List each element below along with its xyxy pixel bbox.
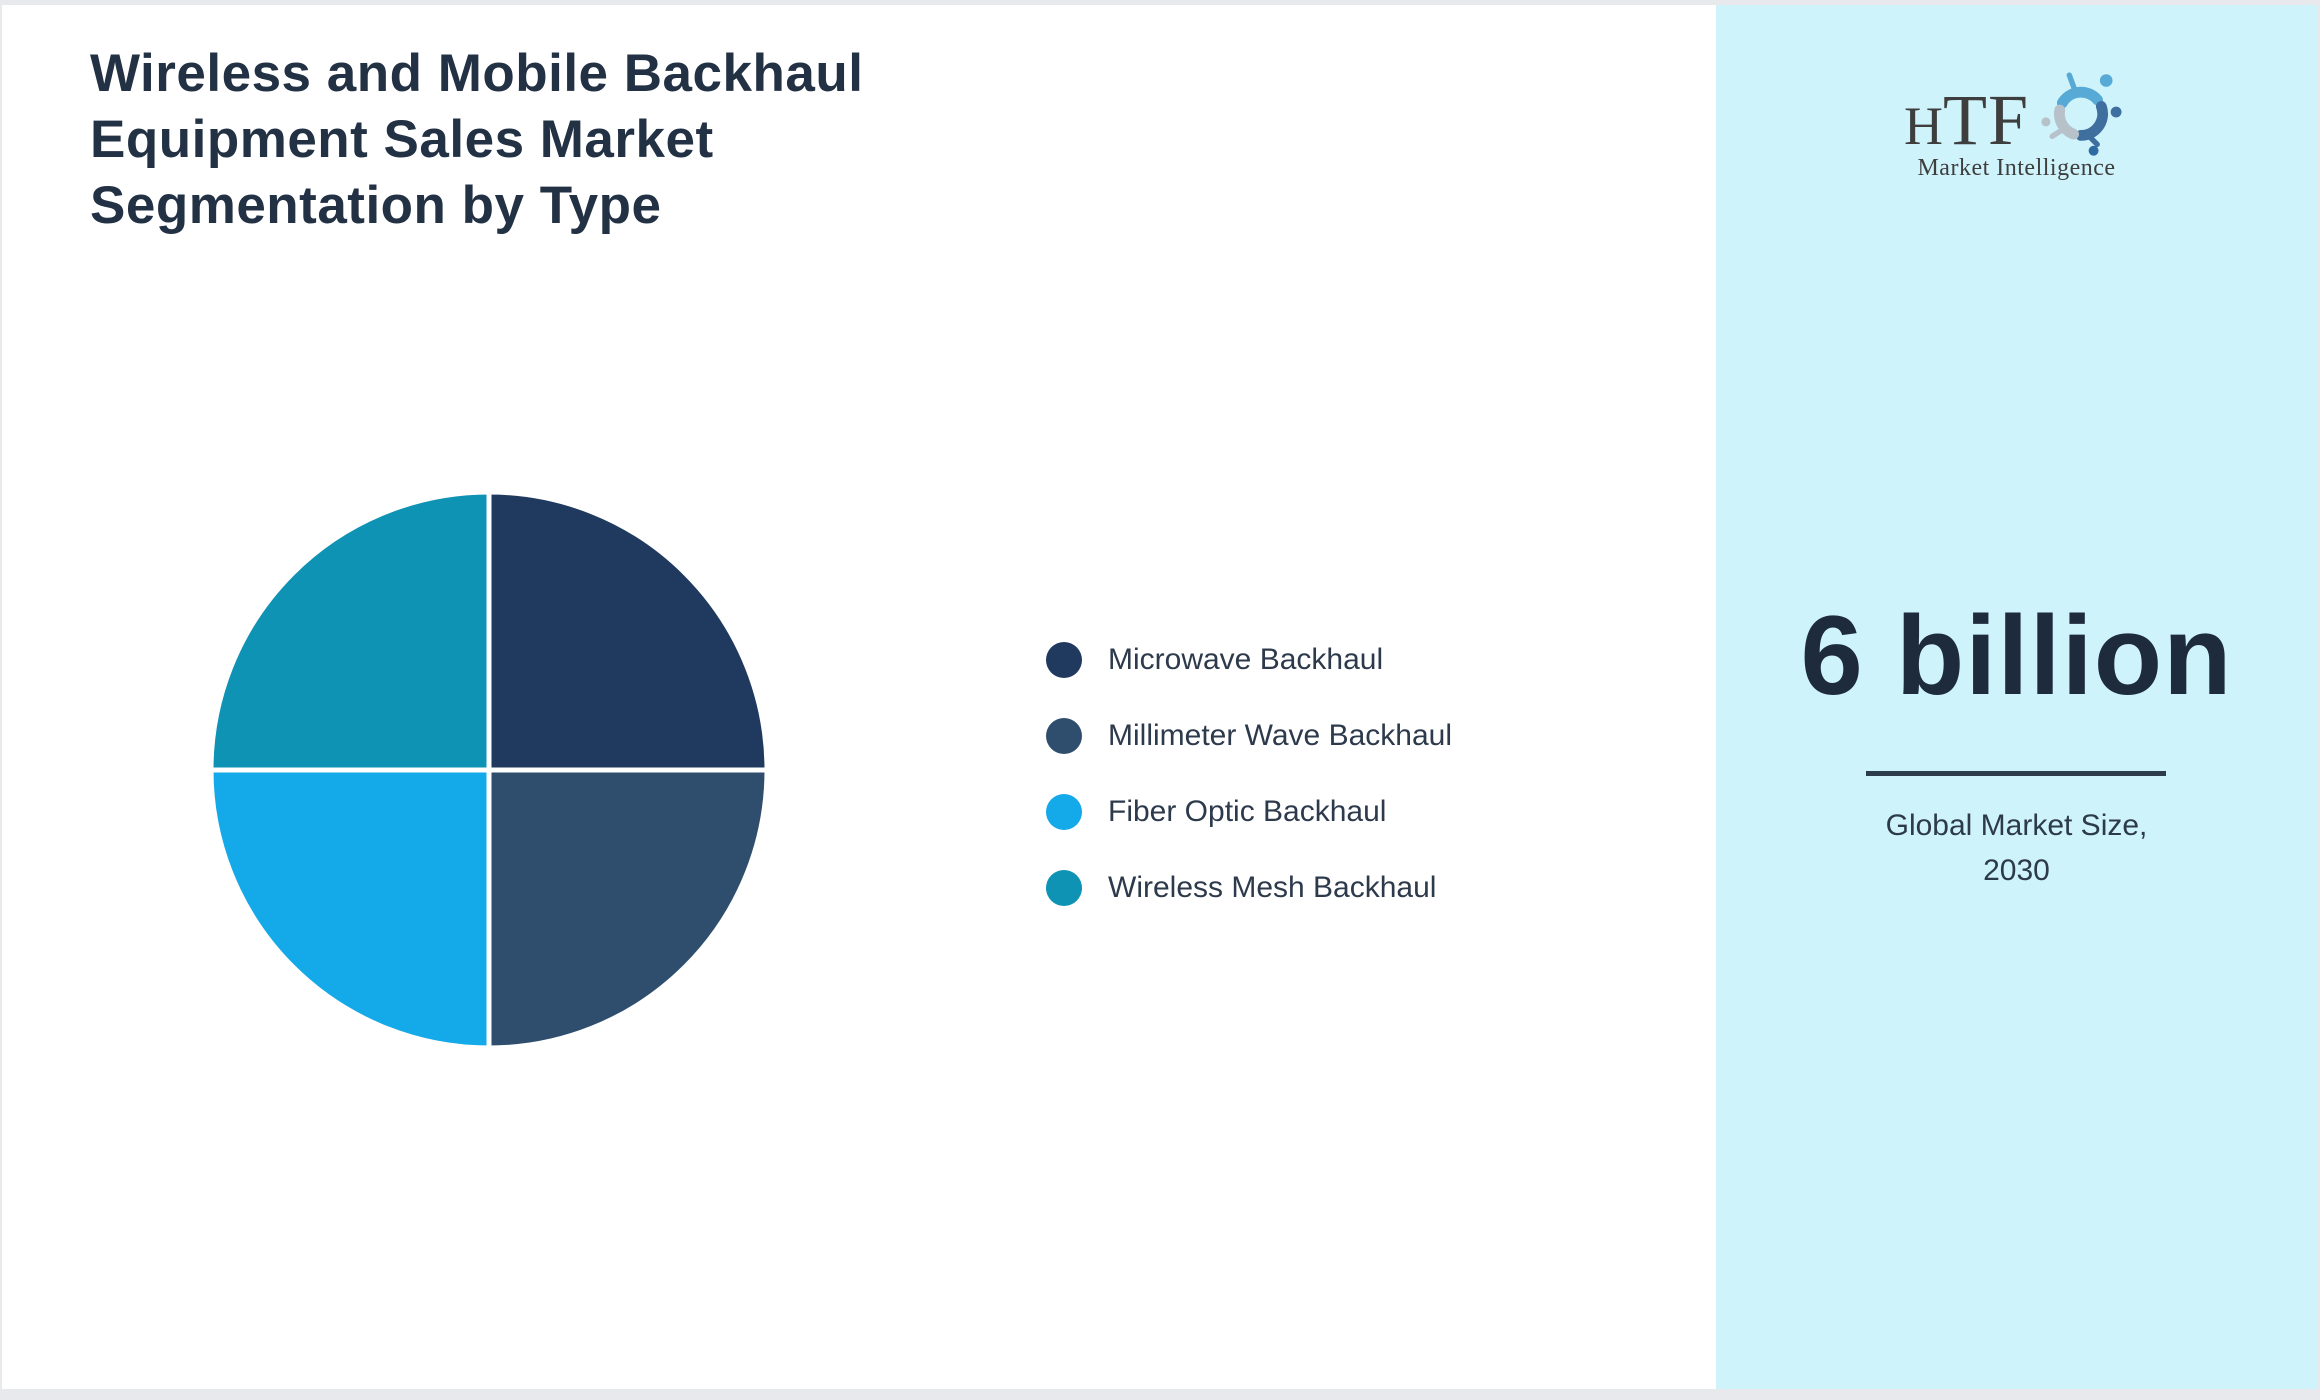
legend-swatch-icon: [1046, 794, 1082, 830]
pie-chart: [208, 489, 770, 1051]
main-panel: Wireless and Mobile Backhaul Equipment S…: [2, 5, 1716, 1389]
legend-label: Wireless Mesh Backhaul: [1108, 871, 1437, 904]
pie-slice-3: [208, 489, 492, 773]
htf-logo-row: HTF: [1903, 67, 2129, 157]
htf-logo: HTF Market Intelligence: [1716, 67, 2317, 182]
legend-item: Fiber Optic Backhaul: [1046, 794, 1452, 830]
logo-letter-h: H: [1903, 96, 1943, 157]
page-title: Wireless and Mobile Backhaul Equipment S…: [90, 44, 864, 235]
divider-line: [1866, 771, 2166, 776]
legend-swatch-icon: [1046, 718, 1082, 754]
market-size-value: 6 billion: [1800, 593, 2233, 718]
pie-legend: Microwave Backhaul Millimeter Wave Backha…: [1046, 642, 1452, 906]
htf-logo-swirl-icon: [2041, 72, 2122, 156]
legend-item: Wireless Mesh Backhaul: [1046, 870, 1452, 906]
market-size-caption: Global Market Size, 2030: [1885, 809, 2148, 887]
legend-item: Microwave Backhaul: [1046, 642, 1452, 678]
logo-text: HTF: [1903, 84, 2029, 157]
legend-label: Fiber Optic Backhaul: [1108, 795, 1387, 828]
legend-label: Microwave Backhaul: [1108, 643, 1384, 676]
legend-swatch-icon: [1046, 870, 1082, 906]
sidebar-panel: HTF Market Intelligence 6 billion Global: [1716, 5, 2317, 1389]
pie-slice-2: [208, 767, 492, 1051]
legend-item: Millimeter Wave Backhaul: [1046, 718, 1452, 754]
legend-label: Millimeter Wave Backhaul: [1108, 719, 1452, 752]
pie-slice-0: [486, 489, 770, 773]
logo-letters-tf: TF: [1942, 80, 2030, 161]
logo-subtitle: Market Intelligence: [1917, 155, 2116, 181]
legend-swatch-icon: [1046, 642, 1082, 678]
pie-slice-1: [486, 767, 770, 1051]
